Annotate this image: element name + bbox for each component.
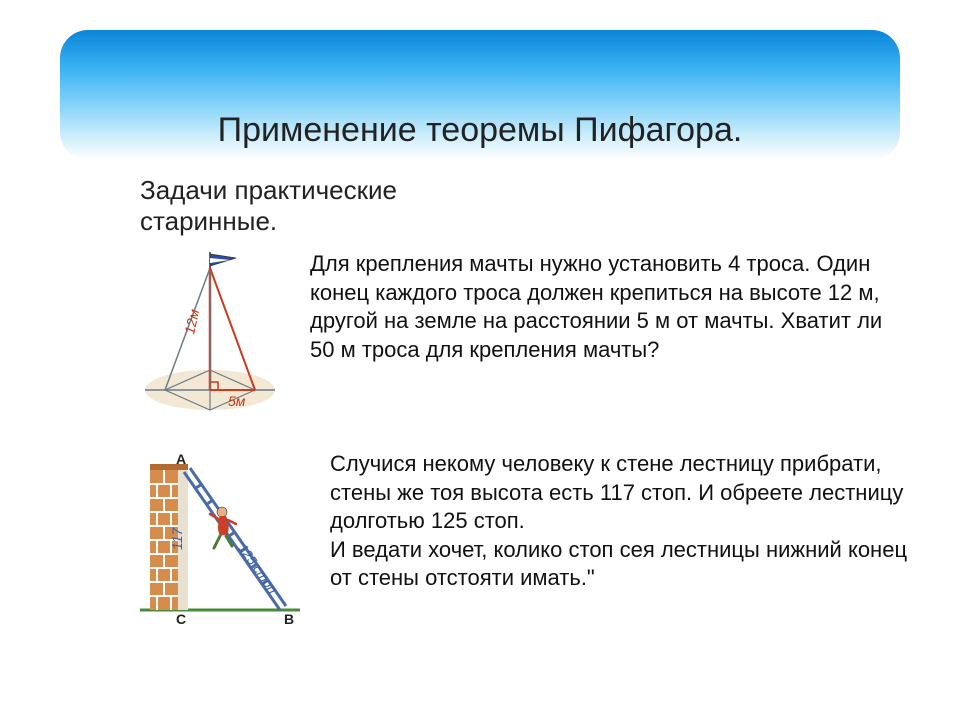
page-title: Применение теоремы Пифагора.	[218, 111, 743, 150]
vertex-c: C	[176, 611, 186, 627]
vertex-b: B	[284, 611, 294, 627]
subtitle: Задачи практические старинные.	[140, 175, 397, 237]
mast-base-label: 5м	[228, 393, 246, 409]
ladder-diagram: A B C 117 125 стоп	[140, 450, 300, 630]
problem-2: A B C 117 125 стоп Случися некому челове…	[140, 450, 920, 630]
ladder-length-label: 125 стоп	[236, 541, 281, 596]
title-banner: Применение теоремы Пифагора.	[60, 30, 900, 160]
problem-2-text: Случися некому человеку к стене лестницу…	[330, 450, 920, 630]
mast-height-label: 12м	[181, 307, 202, 335]
wall-height-label: 117	[169, 526, 185, 550]
vertex-a: A	[176, 451, 186, 467]
problem-1-text: Для крепления мачты нужно установить 4 т…	[310, 250, 900, 420]
problem-1: 12м 5м Для крепления мачты нужно установ…	[140, 250, 900, 420]
mast-diagram: 12м 5м	[140, 250, 280, 420]
